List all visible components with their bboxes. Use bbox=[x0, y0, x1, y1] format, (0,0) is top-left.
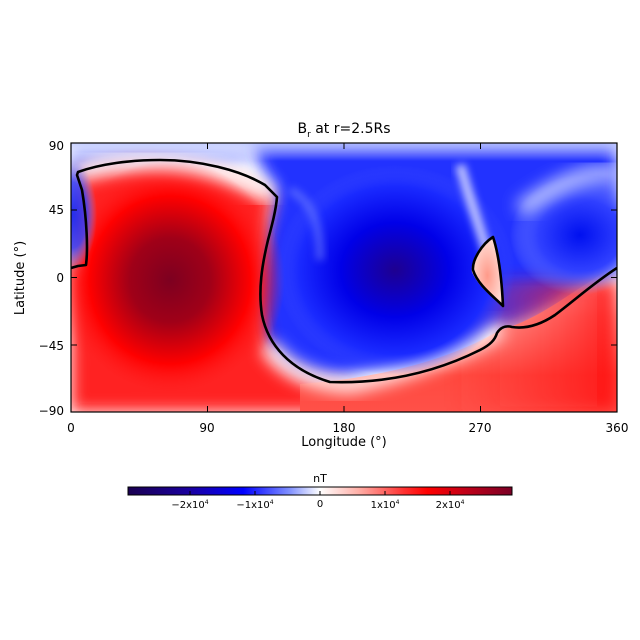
xtick-270: 270 bbox=[468, 421, 492, 435]
colorbar-tick-minus1e4: −1x104 bbox=[225, 499, 285, 511]
cbtick-label: 1x10 bbox=[370, 500, 396, 511]
cbtick-exp: 4 bbox=[204, 499, 209, 506]
cbtick-label: 2x10 bbox=[435, 500, 461, 511]
colorbar-ticks bbox=[189, 491, 451, 495]
xtick-90: 90 bbox=[199, 421, 215, 435]
xtick-0: 0 bbox=[67, 421, 75, 435]
cbtick-exp: 4 bbox=[460, 499, 465, 506]
cbtick-label: 0 bbox=[316, 499, 324, 510]
xtick-180: 180 bbox=[332, 421, 356, 435]
colorbar-title: nT bbox=[313, 472, 327, 485]
colorbar-tick-1e4: 1x104 bbox=[355, 499, 415, 511]
x-axis-label: Longitude (°) bbox=[301, 435, 387, 450]
y-axis-label: Latitude (°) bbox=[13, 240, 28, 316]
ytick-90: 90 bbox=[48, 139, 64, 153]
heatmap bbox=[71, 143, 617, 412]
ytick-minus90: −90 bbox=[38, 404, 64, 418]
axis-ticks bbox=[71, 143, 617, 412]
title-rest: at r=2.5Rs bbox=[310, 121, 391, 137]
xtick-360: 360 bbox=[605, 421, 629, 435]
colorbar-tick-minus2e4: −2x104 bbox=[160, 499, 220, 511]
chart-title: Br at r=2.5Rs bbox=[0, 121, 640, 140]
cbtick-exp: 4 bbox=[395, 499, 400, 506]
ytick-minus45: −45 bbox=[38, 339, 64, 353]
ytick-45: 45 bbox=[48, 203, 64, 217]
ytick-0: 0 bbox=[56, 271, 64, 285]
colorbar-tick-0: 0 bbox=[290, 499, 350, 510]
colorbar-tick-2e4: 2x104 bbox=[420, 499, 480, 511]
cbtick-label: −1x10 bbox=[236, 500, 270, 511]
cbtick-label: −2x10 bbox=[171, 500, 205, 511]
title-main: B bbox=[297, 121, 308, 137]
cbtick-exp: 4 bbox=[269, 499, 274, 506]
title-subscript: r bbox=[307, 129, 311, 140]
neutral-line-contours bbox=[71, 158, 617, 384]
